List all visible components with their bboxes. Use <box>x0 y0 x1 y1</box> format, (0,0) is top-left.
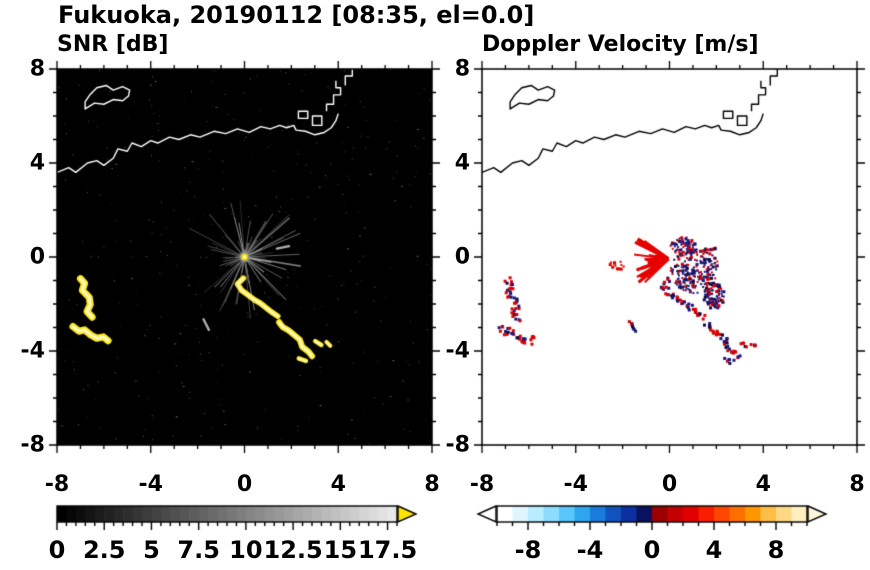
snr-y-tick-label: -8 <box>20 432 45 458</box>
snr-x-tick-label: 0 <box>236 472 253 497</box>
doppler-colorbar-label: 0 <box>643 536 661 564</box>
doppler-x-tick-label: 4 <box>755 472 771 497</box>
doppler-y-tick-label: -4 <box>445 338 470 364</box>
snr-x-tick-label: 8 <box>424 472 440 497</box>
doppler-colorbar-label: 4 <box>705 536 723 564</box>
snr-colorbar-label: 7.5 <box>177 536 220 564</box>
snr-colorbar-label: 17.5 <box>357 536 418 564</box>
doppler-colorbar-label: -4 <box>576 536 604 564</box>
doppler-y-tick-label: -8 <box>445 432 470 458</box>
doppler-colorbar-label: -8 <box>514 536 542 564</box>
doppler-panel-title: Doppler Velocity [m/s] <box>482 32 759 57</box>
doppler-y-tick-label: 0 <box>454 244 470 270</box>
doppler-x-tick-label: -8 <box>469 472 495 497</box>
doppler-x-tick-label: 8 <box>849 472 865 497</box>
snr-colorbar-label: 2.5 <box>82 536 126 564</box>
figure-title: Fukuoka, 20190112 [08:35, el=0.0] <box>58 1 535 29</box>
doppler-colorbar-label: 8 <box>767 536 785 564</box>
doppler-x-tick-label: -4 <box>563 472 588 497</box>
snr-y-tick-label: -4 <box>20 338 45 364</box>
snr-y-tick-label: 8 <box>29 56 45 82</box>
snr-x-tick-label: 4 <box>330 472 346 497</box>
snr-colorbar-label: 12.5 <box>263 536 323 564</box>
snr-colorbar-label: 15 <box>323 536 358 564</box>
snr-x-tick-label: -8 <box>44 472 70 497</box>
doppler-x-tick-label: 0 <box>661 472 678 497</box>
snr-panel-title: SNR [dB] <box>57 32 169 57</box>
doppler-y-tick-label: 8 <box>454 56 470 82</box>
snr-x-tick-label: -4 <box>138 472 163 497</box>
snr-y-tick-label: 0 <box>29 244 45 270</box>
doppler-y-tick-label: 4 <box>454 150 470 176</box>
snr-y-tick-label: 4 <box>29 150 45 176</box>
snr-colorbar-label: 5 <box>143 536 160 564</box>
snr-colorbar-label: 0 <box>48 536 66 564</box>
snr-colorbar-label: 10 <box>229 536 263 564</box>
